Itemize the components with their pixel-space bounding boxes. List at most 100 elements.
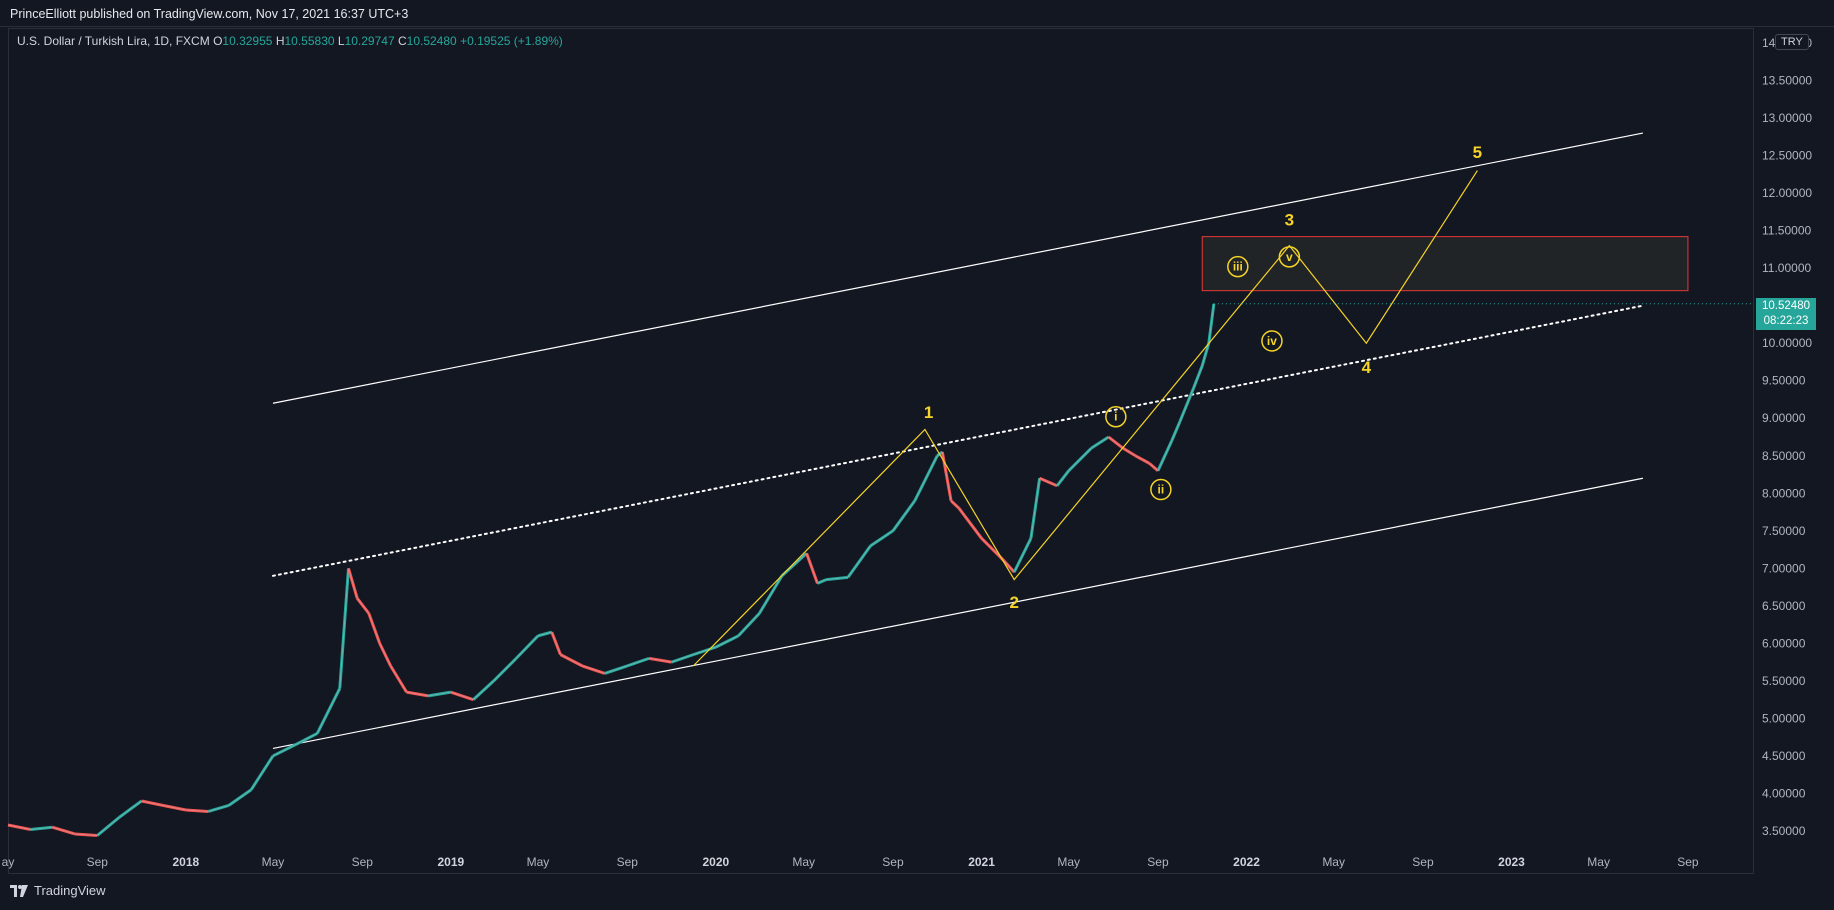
time-axis-label: ay: [2, 855, 15, 869]
price-segment: [671, 653, 694, 664]
time-axis-label: Sep: [1412, 855, 1434, 869]
wave-label: ii: [1158, 483, 1165, 497]
time-axis-label: Sep: [1677, 855, 1699, 869]
time-axis-label: 2018: [173, 855, 200, 869]
price-segment: [450, 690, 474, 702]
price-segment: [891, 499, 916, 532]
low-label: L: [337, 34, 345, 48]
publisher-bar: PrinceElliott published on TradingView.c…: [0, 0, 1834, 27]
wave-label: 2: [1009, 593, 1018, 612]
price-axis-label: 13.50000: [1762, 74, 1812, 88]
wave-label-circle: [1150, 478, 1172, 501]
time-axis-label: May: [1322, 855, 1345, 869]
high-value: 10.55830: [284, 34, 335, 48]
time-axis-label: May: [262, 855, 285, 869]
price-segment: [1134, 454, 1150, 465]
open-value: 10.32955: [222, 34, 273, 48]
wave-label: iv: [1267, 334, 1277, 348]
price-line: [7, 303, 1215, 837]
price-segment: [492, 657, 518, 682]
price-axis-label: 11.50000: [1762, 224, 1811, 238]
price-segment: [1178, 387, 1195, 423]
chart-frame[interactable]: [8, 28, 1754, 874]
time-axis-label: 2021: [968, 855, 995, 869]
tradingview-logo-icon: [10, 884, 28, 897]
channel-line-middle: [271, 304, 1644, 577]
price-segment: [96, 816, 121, 837]
price-segment: [826, 575, 849, 582]
price-segment: [957, 507, 983, 540]
time-axis-label: Sep: [352, 855, 374, 869]
price-segment: [74, 832, 98, 837]
price-axis-label: 9.00000: [1762, 411, 1806, 425]
price-axis-label: 8.50000: [1762, 449, 1806, 463]
price-segment: [805, 552, 819, 584]
time-axis-label: May: [527, 855, 550, 869]
time-axis-label: May: [1587, 855, 1610, 869]
price-axis-label: 6.00000: [1762, 636, 1806, 650]
price-axis-label: 7.50000: [1762, 524, 1806, 538]
price-segment: [356, 597, 371, 615]
price-axis-label: 4.50000: [1762, 749, 1806, 763]
price-axis-label: 12.00000: [1762, 186, 1812, 200]
price-axis-label: 11.00000: [1762, 261, 1811, 275]
time-axis-label: 2022: [1233, 855, 1260, 869]
symbol-name[interactable]: U.S. Dollar / Turkish Lira, 1D, FXCM: [17, 34, 210, 48]
price-segment: [315, 687, 342, 735]
publisher-info: PrinceElliott published on TradingView.c…: [10, 7, 409, 21]
price-segment: [1170, 421, 1182, 442]
price-axis-label: 7.00000: [1762, 561, 1806, 575]
price-segment: [1148, 462, 1159, 472]
price-segment: [7, 823, 31, 831]
last-price-tag: 10.52480 08:22:23: [1756, 298, 1816, 330]
wave-label-circle: [1227, 255, 1249, 278]
price-segment: [1012, 537, 1033, 573]
price-segment: [737, 612, 761, 637]
wave-label: iii: [1233, 260, 1243, 274]
price-segment: [1207, 303, 1216, 344]
price-segment: [141, 799, 164, 807]
time-axis-label: May: [792, 855, 815, 869]
price-segment: [626, 656, 650, 668]
change-value: +0.19525 (+1.89%): [460, 34, 563, 48]
brand-label: TradingView: [34, 883, 106, 898]
time-axis-label: Sep: [882, 855, 904, 869]
price-segment: [347, 567, 359, 599]
price-segment: [1156, 440, 1174, 472]
close-value: 10.52480: [406, 34, 457, 48]
time-axis-label: 2019: [438, 855, 465, 869]
channel-line-upper: [272, 132, 1644, 404]
price-segment: [272, 743, 297, 758]
price-segment: [249, 755, 275, 791]
price-segment: [207, 804, 230, 813]
price-segment: [367, 612, 382, 644]
price-segment: [648, 656, 672, 664]
wave-label: v: [1286, 250, 1293, 264]
last-price: 10.52480: [1762, 300, 1810, 312]
high-label: H: [275, 34, 285, 48]
price-segment: [294, 732, 318, 747]
price-segment: [163, 804, 187, 812]
price-segment: [1002, 559, 1016, 574]
wave-label-circle: [1261, 330, 1283, 352]
open-label: O: [213, 34, 223, 48]
price-axis-label: 12.50000: [1762, 149, 1812, 163]
price-segment: [1107, 435, 1125, 450]
price-segment: [913, 455, 939, 502]
wave-label: 3: [1285, 210, 1294, 229]
elliott-wave-path: [692, 170, 1478, 667]
price-segment: [428, 690, 452, 698]
price-segment: [1029, 478, 1042, 539]
tradingview-brand[interactable]: TradingView: [10, 883, 106, 898]
price-segment: [715, 634, 740, 649]
low-value: 10.29747: [344, 34, 395, 48]
price-segment: [581, 664, 606, 675]
price-segment: [1090, 435, 1110, 450]
bar-countdown: 08:22:23: [1763, 315, 1809, 327]
currency-badge[interactable]: TRY: [1775, 34, 1809, 50]
price-axis-label: 4.00000: [1762, 786, 1806, 800]
price-segment: [1122, 446, 1137, 458]
target-zone-box: [1201, 236, 1689, 292]
price-axis-label: 9.50000: [1762, 374, 1806, 388]
